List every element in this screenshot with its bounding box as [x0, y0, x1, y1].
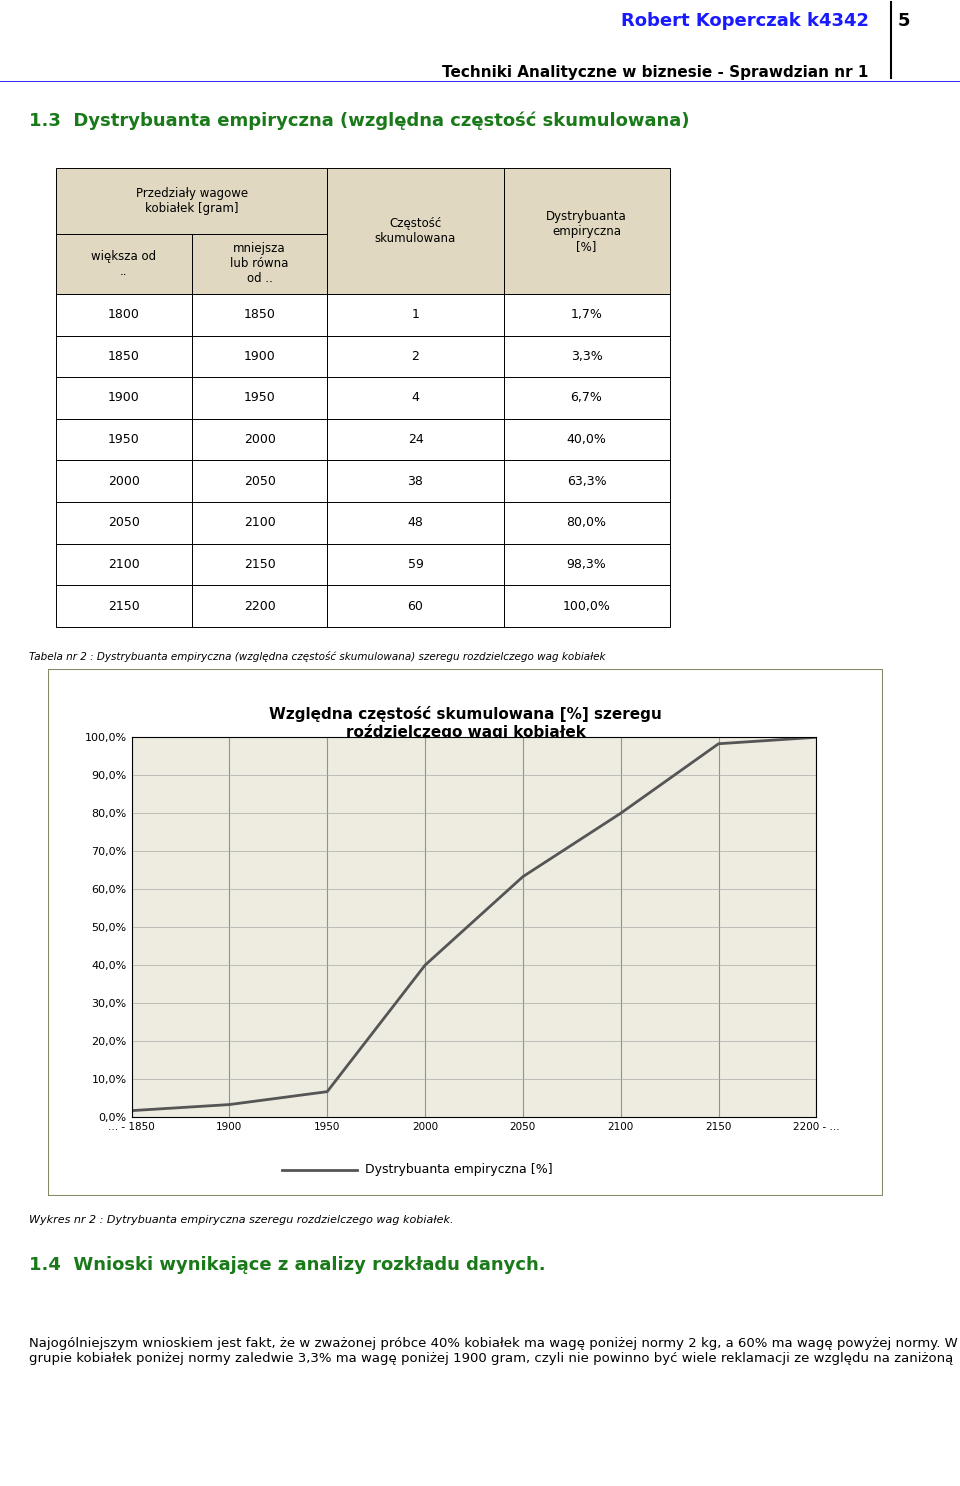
Bar [327, 502, 504, 544]
Text: 1: 1 [412, 308, 420, 321]
Text: 2150: 2150 [244, 559, 276, 571]
Bar [192, 233, 327, 294]
Text: 6,7%: 6,7% [570, 391, 603, 404]
Text: 40,0%: 40,0% [566, 432, 607, 446]
Text: 3,3%: 3,3% [570, 349, 602, 363]
Bar [192, 294, 327, 336]
Text: Tabela nr 2 : Dystrybuanta empiryczna (względna częstość skumulowana) szeregu ro: Tabela nr 2 : Dystrybuanta empiryczna (w… [29, 651, 606, 663]
Text: 60: 60 [408, 600, 423, 612]
Text: 80,0%: 80,0% [566, 517, 607, 529]
Text: 1.4  Wnioski wynikające z analizy rozkładu danych.: 1.4 Wnioski wynikające z analizy rozkład… [29, 1257, 545, 1275]
Text: 63,3%: 63,3% [566, 476, 607, 487]
Bar [56, 377, 192, 419]
Text: 1850: 1850 [108, 349, 140, 363]
Text: Względna częstość skumulowana [%] szeregu
roździelczego wagi kobiałek: Względna częstość skumulowana [%] szereg… [269, 706, 662, 740]
Bar [56, 168, 327, 233]
Bar [192, 585, 327, 627]
Text: 1.3  Dystrybuanta empiryczna (względna częstość skumulowana): 1.3 Dystrybuanta empiryczna (względna cz… [29, 111, 689, 129]
Bar [504, 336, 669, 377]
Bar [327, 461, 504, 502]
Text: 2100: 2100 [108, 559, 139, 571]
Text: 1850: 1850 [244, 308, 276, 321]
Text: 1900: 1900 [244, 349, 276, 363]
Bar [327, 419, 504, 461]
Bar [327, 168, 504, 294]
Text: 1900: 1900 [108, 391, 139, 404]
Bar [504, 502, 669, 544]
Text: 5: 5 [898, 12, 910, 30]
Bar [192, 419, 327, 461]
Text: 2150: 2150 [108, 600, 139, 612]
Bar [56, 336, 192, 377]
Bar [192, 502, 327, 544]
Bar [504, 544, 669, 585]
Text: Najogólniejszym wnioskiem jest fakt, że w zważonej próbce 40% kobiałek ma wagę p: Najogólniejszym wnioskiem jest fakt, że … [29, 1337, 957, 1366]
Text: 2000: 2000 [108, 476, 140, 487]
Text: Techniki Analityczne w biznesie - Sprawdzian nr 1: Techniki Analityczne w biznesie - Sprawd… [443, 65, 869, 80]
Bar [56, 233, 192, 294]
Text: 48: 48 [408, 517, 423, 529]
Bar [327, 377, 504, 419]
Text: 38: 38 [408, 476, 423, 487]
Text: 1800: 1800 [108, 308, 140, 321]
Text: Dystrybuanta empiryczna [%]: Dystrybuanta empiryczna [%] [366, 1164, 553, 1177]
Bar [327, 336, 504, 377]
Bar [504, 168, 669, 294]
Bar [56, 544, 192, 585]
Bar [56, 585, 192, 627]
Bar [327, 544, 504, 585]
Bar [192, 377, 327, 419]
Bar [327, 294, 504, 336]
Bar [504, 461, 669, 502]
Text: 100,0%: 100,0% [563, 600, 611, 612]
Text: 2100: 2100 [244, 517, 276, 529]
Bar [327, 585, 504, 627]
Text: mniejsza
lub równa
od ..: mniejsza lub równa od .. [230, 242, 289, 285]
Bar [504, 419, 669, 461]
Text: 24: 24 [408, 432, 423, 446]
Text: 4: 4 [412, 391, 420, 404]
Bar [504, 294, 669, 336]
Text: 2050: 2050 [244, 476, 276, 487]
Bar [192, 544, 327, 585]
Text: 2050: 2050 [108, 517, 140, 529]
Bar [56, 502, 192, 544]
Bar [56, 419, 192, 461]
Text: 2: 2 [412, 349, 420, 363]
Bar [504, 585, 669, 627]
Text: Przedziały wagowe
kobiałek [gram]: Przedziały wagowe kobiałek [gram] [135, 187, 248, 215]
Bar [192, 336, 327, 377]
Bar [56, 294, 192, 336]
Text: 59: 59 [408, 559, 423, 571]
Text: Dystrybuanta
empiryczna
[%]: Dystrybuanta empiryczna [%] [546, 210, 627, 253]
Text: większa od
..: większa od .. [91, 250, 156, 278]
Text: 2000: 2000 [244, 432, 276, 446]
Text: Robert Koperczak k4342: Robert Koperczak k4342 [621, 12, 869, 30]
Bar [56, 461, 192, 502]
Text: 1950: 1950 [244, 391, 276, 404]
Bar [504, 377, 669, 419]
Text: 1950: 1950 [108, 432, 139, 446]
Text: Wykres nr 2 : Dytrybuanta empiryczna szeregu rozdzielczego wag kobiałek.: Wykres nr 2 : Dytrybuanta empiryczna sze… [29, 1216, 453, 1224]
Text: 2200: 2200 [244, 600, 276, 612]
Text: Częstość
skumulowana: Częstość skumulowana [374, 217, 456, 245]
Bar [192, 461, 327, 502]
Text: 98,3%: 98,3% [566, 559, 607, 571]
Text: 1,7%: 1,7% [570, 308, 603, 321]
